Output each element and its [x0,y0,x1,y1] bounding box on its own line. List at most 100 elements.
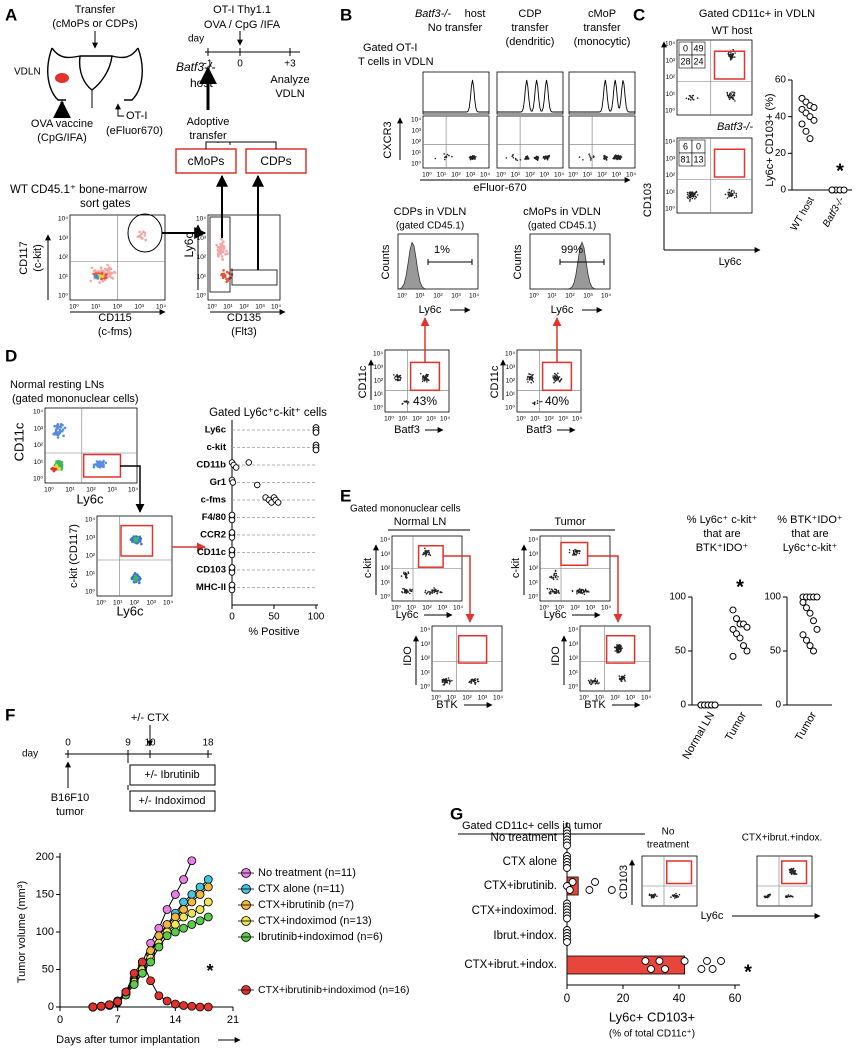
data-point [810,617,817,625]
event-dot [691,197,694,200]
event-dot [448,154,450,157]
event-dot [595,682,598,684]
flow-tick-label: 10¹ [223,304,233,311]
label: Ly6c+ CD103+ (%) [764,93,776,186]
event-dot [470,679,473,681]
event-dot [445,156,448,159]
label: IDO [550,646,562,666]
flow-tick-label: 10⁰ [373,405,383,412]
event-dot [533,402,535,405]
event-dot [477,678,479,680]
event-dot [652,894,655,896]
flow-tick-label: 10² [610,695,620,702]
event-dot [58,430,62,434]
event-dot [89,279,92,283]
bar [566,955,685,975]
flow-tick-label: 10² [86,553,96,560]
event-dot [443,158,446,161]
data-point [170,927,180,937]
event-dot [614,650,616,652]
event-dot [140,232,143,236]
event-dot [555,574,558,577]
label: (gated mononuclear cells) [12,393,139,405]
event-dot [619,646,621,648]
data-point [154,931,164,941]
flow-tick-label: 10¹ [421,669,431,676]
histogram-trace [423,79,489,113]
event-dot [729,94,731,96]
data-point [245,459,253,466]
data-point [162,920,172,929]
label: Ly6c [701,910,724,922]
flow-tick-label: 10⁴ [453,605,463,612]
event-dot [445,677,448,680]
flow-tick-label: 10⁰ [207,304,217,311]
event-dot [558,380,561,383]
label: OT-I [126,110,147,122]
event-dot [616,156,618,158]
label: * [744,961,752,983]
flow-tick-label: 10⁰ [420,684,430,691]
label: T cells in VDLN [358,56,434,68]
flow-tick-label: 10⁰ [196,293,206,300]
event-dot [733,56,736,58]
flow-tick-label: 10¹ [59,273,69,280]
event-dot [433,591,436,594]
event-dot [731,193,734,195]
label: 0 [237,59,243,70]
legend-label: CTX+ibrutinib (n=7) [258,899,354,911]
event-dot [695,191,698,193]
event-dot [393,377,396,379]
event-dot [421,378,424,380]
event-dot [528,373,530,375]
event-dot [135,577,139,580]
flow-tick-label: 10² [462,695,472,702]
event-dot [613,646,616,649]
flow-tick-label: 10¹ [595,695,605,702]
label: 18 [202,738,214,749]
label: 9 [125,738,131,749]
flow-tick-label: 10⁴ [601,605,611,612]
event-dot [583,593,586,596]
label: WT CD45.1⁺ bone-marrow [10,184,148,196]
y-tick-label: 50 [770,646,782,657]
event-dot [724,193,727,196]
event-dot [419,372,422,375]
x-tick-label: 0 [57,1014,63,1026]
event-dot [619,649,622,651]
event-dot [54,467,58,471]
data-point [170,920,180,929]
event-dot [729,193,731,195]
event-dot [552,376,554,379]
event-dot [594,677,597,680]
event-dot [733,190,735,192]
flow-tick-label: 10² [421,655,431,662]
event-dot [689,191,692,193]
flow-tick-label: 10⁴ [156,304,166,311]
flow-tick-label: 10³ [586,605,596,612]
row-label: c-kit [206,442,226,453]
row-label: CTX+ibrutinib. [484,880,557,892]
event-dot [99,266,103,270]
label: Batf3-/- [717,121,753,133]
data-point [203,897,213,907]
data-point [146,957,156,967]
event-dot [92,272,95,276]
event-dot [618,651,620,654]
flow-tick-label: 10³ [478,695,488,702]
label: (c-fms) [98,326,132,338]
event-dot [787,894,790,896]
event-dot [92,463,96,467]
event-dot [686,193,689,196]
event-dot [734,100,736,102]
data-point [179,923,188,933]
event-dot [436,592,439,595]
event-dot [427,549,430,552]
event-dot [624,680,626,682]
event-dot [554,373,557,375]
event-dot [217,250,220,253]
event-dot [578,156,581,158]
event-dot [568,551,571,554]
event-dot [402,588,404,590]
flow-tick-label: 10³ [147,600,157,607]
